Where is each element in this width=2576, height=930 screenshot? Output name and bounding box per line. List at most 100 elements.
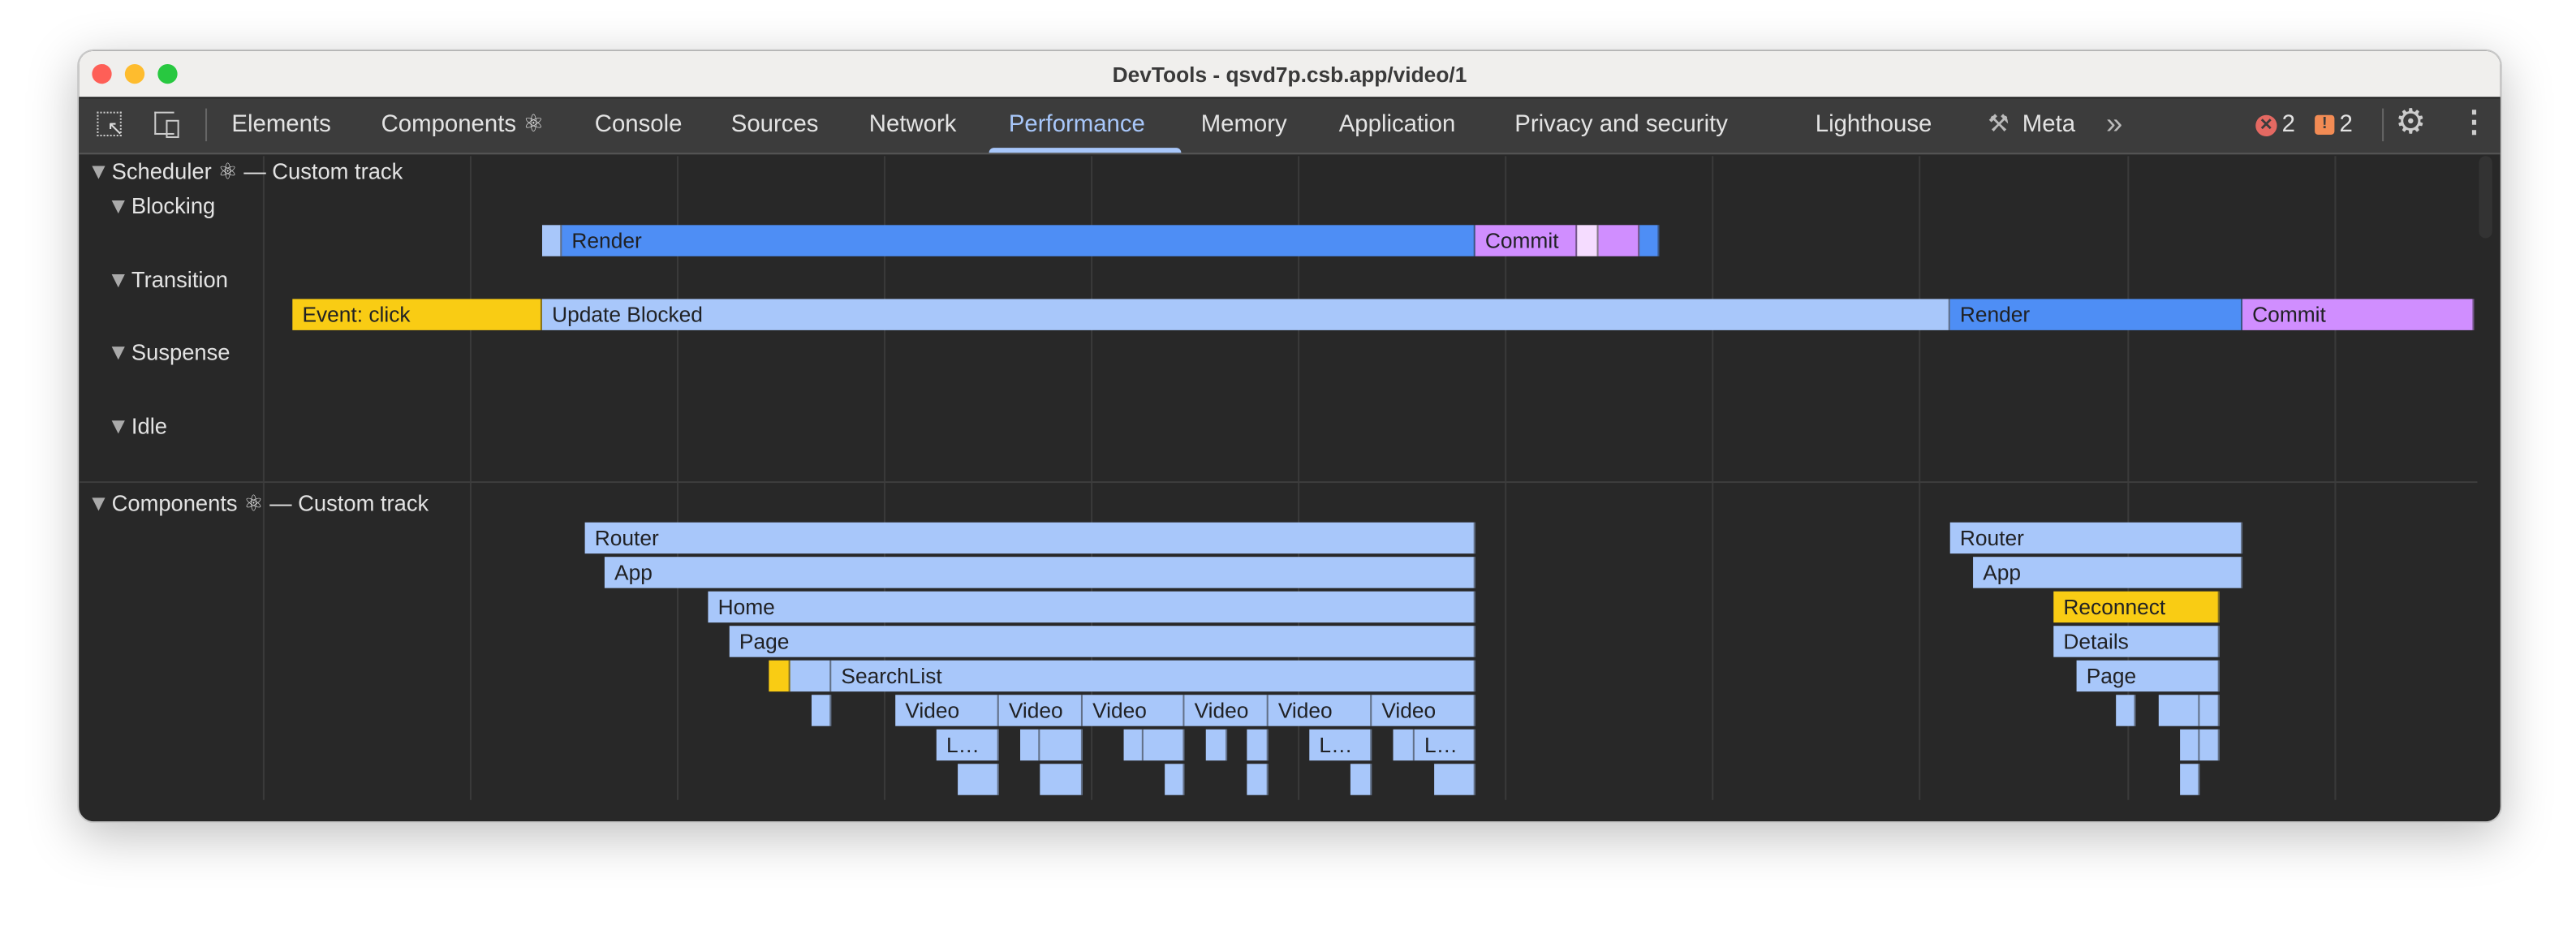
inspect-element-icon[interactable]: ↖ [97, 111, 123, 138]
component-bar-searchlist[interactable]: SearchList [831, 660, 1475, 692]
grid-line [884, 156, 886, 800]
component-bar-truncated[interactable]: L… [1309, 729, 1372, 761]
grid-line [469, 156, 472, 800]
component-bar[interactable] [1123, 729, 1144, 761]
transition-event-bar[interactable]: Event: click [292, 299, 542, 330]
component-bar-video[interactable]: Video [1268, 695, 1372, 726]
blocking-commit-bar[interactable]: Commit [1475, 225, 1578, 256]
settings-gear-icon[interactable]: ⚙ [2395, 103, 2427, 142]
warning-icon[interactable]: ! [2315, 114, 2335, 135]
component-bar[interactable] [1393, 729, 1415, 761]
collapse-triangle-icon[interactable] [111, 274, 125, 288]
minimize-window-button[interactable] [124, 63, 145, 84]
grid-line [262, 156, 265, 800]
component-bar[interactable] [1247, 729, 1269, 761]
more-tabs-chevron-icon[interactable]: » [2106, 106, 2123, 140]
component-bar[interactable] [1350, 764, 1372, 795]
blocking-bar[interactable] [1598, 225, 1640, 256]
blocking-bar[interactable] [541, 225, 562, 256]
tab-elements[interactable]: Elements [231, 111, 331, 139]
warning-count[interactable]: 2 [2339, 111, 2353, 139]
lane-suspense[interactable]: Suspense [111, 340, 230, 365]
tab-network[interactable]: Network [868, 111, 957, 139]
collapse-triangle-icon[interactable] [92, 166, 106, 179]
component-bar[interactable] [2158, 695, 2200, 726]
tab-components[interactable]: Components ⚛ [381, 111, 545, 139]
component-bar-video[interactable]: Video [998, 695, 1083, 726]
transition-update-blocked-bar[interactable]: Update Blocked [541, 299, 1950, 330]
component-bar[interactable] [2180, 764, 2200, 795]
component-bar[interactable] [1143, 729, 1185, 761]
transition-render-bar[interactable]: Render [1949, 299, 2243, 330]
component-bar-video[interactable]: Video [895, 695, 999, 726]
tab-memory[interactable]: Memory [1200, 111, 1287, 139]
components-track-title: Components ⚛ — Custom track [111, 491, 429, 516]
component-bar-video[interactable]: Video [1372, 695, 1475, 726]
close-window-button[interactable] [92, 63, 112, 84]
component-bar-video[interactable]: Video [1184, 695, 1269, 726]
wrench-icon: ⚒ [1988, 111, 2010, 139]
component-bar-app[interactable]: App [1973, 557, 2243, 588]
component-bar-truncated[interactable]: L… [936, 729, 999, 761]
component-bar[interactable] [811, 695, 832, 726]
tab-privacy-and-security[interactable]: Privacy and security [1514, 111, 1728, 139]
more-options-kebab-icon[interactable]: ⋮ [2459, 105, 2489, 139]
grid-line [1919, 156, 1921, 800]
lane-label: Suspense [131, 340, 230, 365]
collapse-triangle-icon[interactable] [92, 497, 106, 511]
collapse-triangle-icon[interactable] [111, 200, 125, 214]
component-bar-page[interactable]: Page [2076, 660, 2220, 692]
device-toolbar-icon[interactable] [154, 111, 179, 139]
tab-meta[interactable]: Meta [2022, 111, 2076, 139]
component-bar-reconnect[interactable]: Reconnect [2053, 591, 2220, 623]
collapse-triangle-icon[interactable] [111, 420, 125, 434]
component-bar[interactable] [1434, 764, 1475, 795]
component-bar[interactable] [2199, 695, 2220, 726]
lane-transition[interactable]: Transition [111, 267, 228, 293]
window-title: DevTools - qsvd7p.csb.app/video/1 [1112, 62, 1467, 88]
devtools-tab-bar: ↖ Elements Components ⚛ Console Sources … [79, 98, 2501, 155]
components-track-header[interactable]: Components ⚛ — Custom track [92, 491, 429, 517]
scheduler-track-header[interactable]: Scheduler ⚛ — Custom track [92, 159, 403, 185]
blocking-bar[interactable] [1577, 225, 1599, 256]
vertical-scrollbar[interactable] [2479, 156, 2492, 239]
component-bar-page[interactable]: Page [729, 626, 1475, 657]
component-bar[interactable] [769, 660, 790, 692]
tab-sources[interactable]: Sources [730, 111, 819, 139]
component-bar-details[interactable]: Details [2053, 626, 2220, 657]
component-bar-router[interactable]: Router [1949, 522, 2243, 554]
component-bar[interactable] [2116, 695, 2136, 726]
transition-commit-bar[interactable]: Commit [2242, 299, 2475, 330]
grid-line [2334, 156, 2337, 800]
component-bar[interactable] [1165, 764, 1185, 795]
component-bar[interactable] [958, 764, 999, 795]
component-bar[interactable] [1020, 729, 1040, 761]
component-bar-truncated[interactable]: L… [1414, 729, 1475, 761]
component-bar[interactable] [790, 660, 832, 692]
error-count[interactable]: 2 [2281, 111, 2295, 139]
blocking-render-bar[interactable]: Render [562, 225, 1475, 256]
component-bar[interactable] [1040, 764, 1083, 795]
component-bar-app[interactable]: App [604, 557, 1475, 588]
component-bar[interactable] [1040, 729, 1083, 761]
maximize-window-button[interactable] [157, 63, 178, 84]
component-bar[interactable] [1205, 729, 1228, 761]
component-bar-home[interactable]: Home [708, 591, 1475, 623]
component-bar[interactable] [2199, 729, 2220, 761]
tab-performance[interactable]: Performance [1008, 111, 1145, 139]
tab-application[interactable]: Application [1338, 111, 1456, 139]
error-icon[interactable]: ✕ [2255, 114, 2277, 137]
lane-blocking[interactable]: Blocking [111, 194, 215, 218]
component-bar-router[interactable]: Router [584, 522, 1475, 554]
collapse-triangle-icon[interactable] [111, 347, 125, 360]
component-bar-video[interactable]: Video [1082, 695, 1185, 726]
lane-label: Idle [131, 414, 168, 439]
tab-lighthouse[interactable]: Lighthouse [1815, 111, 1932, 139]
lane-label: Transition [131, 267, 228, 293]
component-bar[interactable] [1247, 764, 1269, 795]
tab-console[interactable]: Console [594, 111, 683, 139]
lane-idle[interactable]: Idle [111, 414, 168, 439]
blocking-bar[interactable] [1639, 225, 1660, 256]
component-bar[interactable] [2180, 729, 2200, 761]
